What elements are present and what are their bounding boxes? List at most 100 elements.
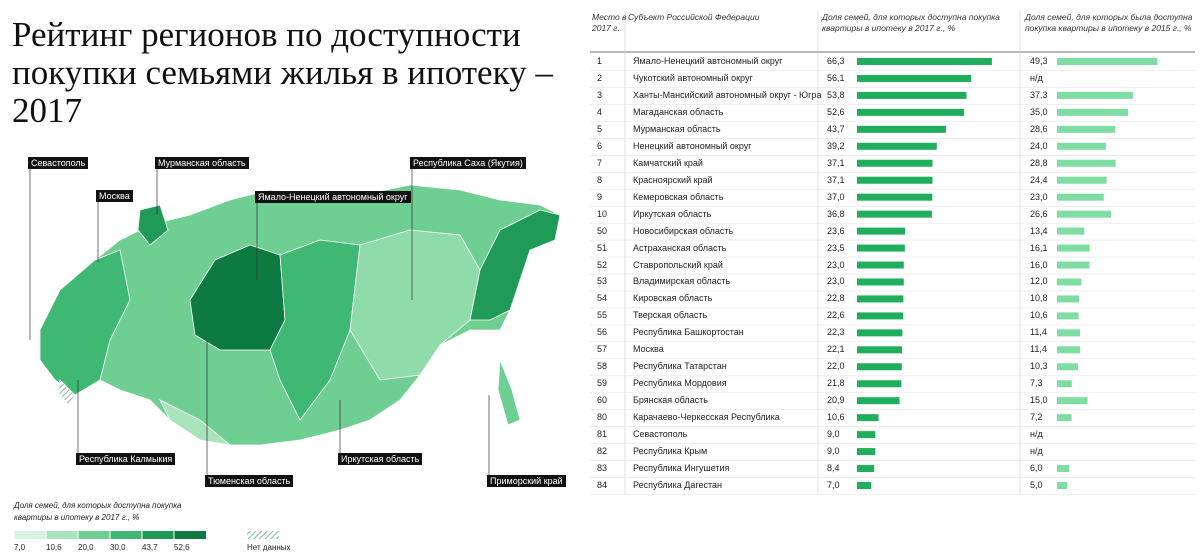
- rank: 53: [597, 276, 608, 287]
- rank: 84: [597, 480, 608, 490]
- value-label: н/д: [1030, 72, 1043, 83]
- region-name: Ставропольский край: [633, 259, 723, 270]
- bar-2017: [857, 363, 902, 371]
- column-header: Субъект Российской Федерации: [628, 12, 760, 22]
- region-name: Севастополь: [633, 429, 688, 440]
- region-name: Кировская область: [633, 293, 713, 304]
- value-label: 22,1: [827, 344, 845, 355]
- column-header: Доля семей, для которых доступна покупка…: [822, 12, 1000, 33]
- value-label: 21,8: [827, 378, 845, 389]
- rank: 83: [597, 463, 608, 474]
- region-name: Москва: [633, 344, 664, 355]
- map-label: Приморский край: [487, 475, 566, 487]
- value-label: 37,0: [827, 191, 845, 202]
- legend-swatch: [78, 531, 110, 539]
- bar-2015: [1057, 210, 1112, 218]
- rank: 56: [597, 327, 608, 338]
- bar-2015: [1057, 329, 1081, 337]
- value-label: 22,3: [827, 327, 845, 338]
- rank: 80: [597, 412, 608, 423]
- value-label: 43,7: [827, 123, 845, 134]
- value-label: 7,3: [1030, 378, 1043, 389]
- bar-2015: [1057, 227, 1085, 235]
- bar-2017: [857, 329, 903, 337]
- value-label: 24,0: [1030, 140, 1048, 151]
- value-label: 36,8: [827, 208, 845, 219]
- bar-2015: [1057, 312, 1079, 320]
- bar-2017: [857, 380, 902, 388]
- bar-2017: [857, 176, 933, 184]
- bar-2015: [1057, 278, 1082, 286]
- value-label: 13,4: [1030, 225, 1048, 236]
- bar-2015: [1057, 244, 1090, 252]
- region-name: Мурманская область: [633, 123, 721, 134]
- rank: 57: [597, 344, 608, 355]
- rank: 8: [597, 174, 603, 185]
- bar-2015: [1057, 397, 1088, 405]
- value-label: 37,3: [1030, 89, 1048, 100]
- bar-2017: [857, 346, 902, 354]
- value-label: 15,0: [1030, 395, 1048, 406]
- bar-2017: [857, 312, 903, 320]
- bar-2017: [857, 159, 933, 167]
- value-label: 23,0: [827, 276, 845, 287]
- legend-tick-label: 10,6: [46, 543, 62, 552]
- legend-swatch: [46, 531, 78, 539]
- value-label: 24,4: [1030, 174, 1048, 185]
- value-label: 26,6: [1030, 208, 1048, 219]
- value-label: 22,8: [827, 293, 845, 304]
- region-name: Чукотский автономный округ: [633, 72, 753, 83]
- value-label: 8,4: [827, 463, 840, 474]
- value-label: 39,2: [827, 140, 845, 151]
- bar-2017: [857, 295, 904, 303]
- value-label: 11,4: [1030, 327, 1047, 338]
- legend-no-data: [247, 531, 279, 539]
- value-label: 52,6: [827, 106, 845, 117]
- bar-2015: [1057, 482, 1068, 489]
- bar-2015: [1057, 142, 1106, 150]
- bar-2017: [857, 108, 965, 116]
- rank: 6: [597, 140, 603, 151]
- bar-2017: [857, 482, 872, 489]
- value-label: 22,0: [827, 361, 845, 372]
- map: [39, 184, 561, 446]
- region-name: Иркутская область: [633, 208, 712, 219]
- bar-2017: [857, 244, 905, 252]
- value-label: 9,0: [827, 429, 840, 440]
- region-name: Астраханская область: [633, 242, 727, 253]
- map-label: Севастополь: [28, 157, 89, 169]
- value-label: 56,1: [827, 72, 845, 83]
- bar-2017: [857, 74, 972, 82]
- value-label: 28,8: [1030, 157, 1048, 168]
- value-label: 10,6: [1030, 310, 1048, 321]
- legend-swatch: [174, 531, 206, 539]
- rank: 5: [597, 123, 603, 134]
- rank: 58: [597, 361, 608, 372]
- rank: 59: [597, 378, 608, 389]
- value-label: 23,6: [827, 225, 845, 236]
- value-label: 35,0: [1030, 106, 1048, 117]
- region-name: Республика Ингушетия: [633, 463, 730, 474]
- map-label: Республика Саха (Якутия): [410, 157, 526, 169]
- rank: 10: [597, 208, 608, 219]
- bar-2017: [857, 210, 932, 218]
- rank: 81: [597, 429, 608, 440]
- bar-2017: [857, 278, 904, 286]
- value-label: 22,6: [827, 310, 845, 321]
- value-label: 49,3: [1030, 56, 1048, 66]
- bar-2015: [1057, 91, 1133, 99]
- value-label: 37,1: [827, 157, 845, 168]
- legend-tick-label: 43,7: [142, 543, 158, 552]
- bar-2017: [857, 397, 900, 405]
- legend-tick-label: 7,0: [14, 543, 26, 552]
- region-name: Красноярский край: [633, 174, 713, 185]
- value-label: 10,3: [1030, 361, 1048, 372]
- region-name: Камчатский край: [633, 157, 703, 168]
- value-label: 6,0: [1030, 463, 1043, 474]
- map-label: Мурманская область: [155, 157, 249, 169]
- bar-2015: [1057, 193, 1104, 201]
- map-label: Москва: [96, 190, 133, 202]
- region-name: Брянская область: [633, 395, 708, 406]
